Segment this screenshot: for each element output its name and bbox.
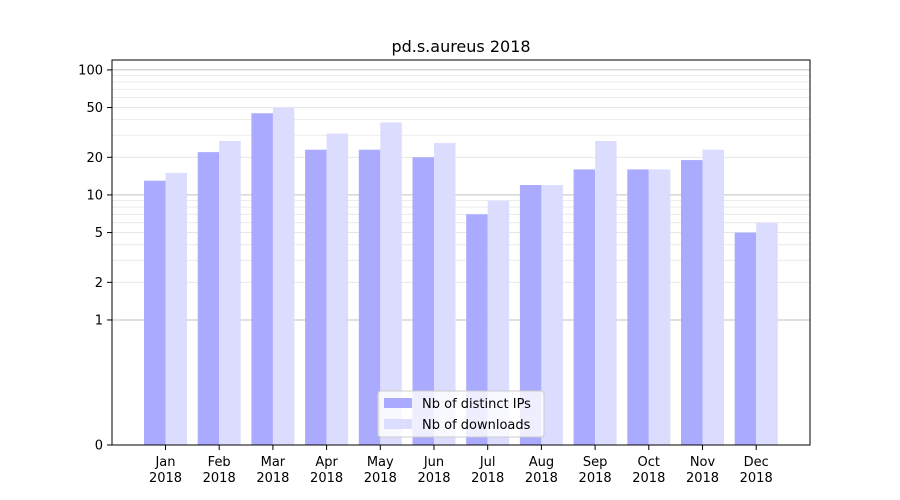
x-tick-label: Feb 2018: [203, 455, 236, 486]
bars: [144, 107, 778, 446]
x-tick-label: Mar 2018: [256, 455, 289, 486]
bar-distinct-ips: [144, 180, 166, 445]
bar-distinct-ips: [466, 214, 488, 445]
x-tick-label: Jul 2018: [471, 455, 504, 486]
y-tick-label: 100: [78, 63, 103, 78]
bar-distinct-ips: [197, 152, 220, 445]
bar-downloads: [272, 107, 295, 446]
legend-swatch: [384, 398, 412, 408]
bar-distinct-ips: [519, 185, 542, 445]
x-tick-label: Oct 2018: [632, 455, 665, 486]
chart-title: pd.s.aureus 2018: [391, 37, 530, 56]
x-tick-label: May 2018: [364, 455, 397, 486]
x-axis: Jan 2018 Feb 2018 Mar 2018 Apr 2018 May 2018 Jun 20…: [149, 445, 773, 486]
bar-downloads: [434, 143, 456, 445]
legend-label: Nb of downloads: [422, 418, 531, 433]
y-tick-label: 2: [95, 276, 103, 291]
x-tick-label: Aug 2018: [525, 455, 558, 486]
bar-distinct-ips: [681, 160, 703, 445]
bar-downloads: [702, 149, 724, 446]
bar-downloads: [380, 122, 402, 445]
legend-label: Nb of distinct IPs: [422, 397, 531, 412]
legend-swatch: [384, 419, 412, 429]
x-tick-label: Jun 2018: [417, 455, 450, 486]
y-tick-label: 20: [86, 151, 103, 166]
y-tick-label: 5: [95, 226, 103, 241]
plot-frame: [111, 59, 811, 446]
x-tick-label: Dec 2018: [740, 455, 773, 486]
bar-distinct-ips: [573, 169, 596, 445]
bar-distinct-ips: [627, 169, 649, 445]
bar-downloads: [326, 133, 349, 445]
x-tick-label: Apr 2018: [310, 455, 343, 486]
y-tick-label: 0: [95, 439, 103, 454]
legend: Nb of distinct IPs Nb of downloads: [377, 390, 545, 438]
bar-distinct-ips: [734, 232, 757, 445]
bar-downloads: [648, 169, 671, 445]
bar-distinct-ips: [358, 149, 381, 446]
x-tick-label: Jan 2018: [149, 455, 182, 486]
y-tick-label: 1: [95, 313, 103, 328]
x-tick-label: Sep 2018: [579, 455, 612, 486]
bar-downloads: [595, 140, 617, 445]
x-tick-label: Nov 2018: [686, 455, 719, 486]
bar-distinct-ips: [305, 149, 327, 446]
bar-distinct-ips: [412, 157, 434, 445]
bar-downloads: [541, 185, 563, 445]
bar-downloads: [219, 140, 241, 445]
bar-downloads: [756, 222, 778, 445]
y-tick-label: 50: [86, 101, 103, 116]
y-tick-label: 10: [86, 188, 103, 203]
bar-downloads: [487, 200, 510, 445]
y-axis: 0 1 2 5 10 20 50 100: [78, 63, 112, 454]
bar-distinct-ips: [251, 113, 273, 445]
legend-box: [377, 390, 545, 438]
bar-downloads: [165, 172, 187, 445]
